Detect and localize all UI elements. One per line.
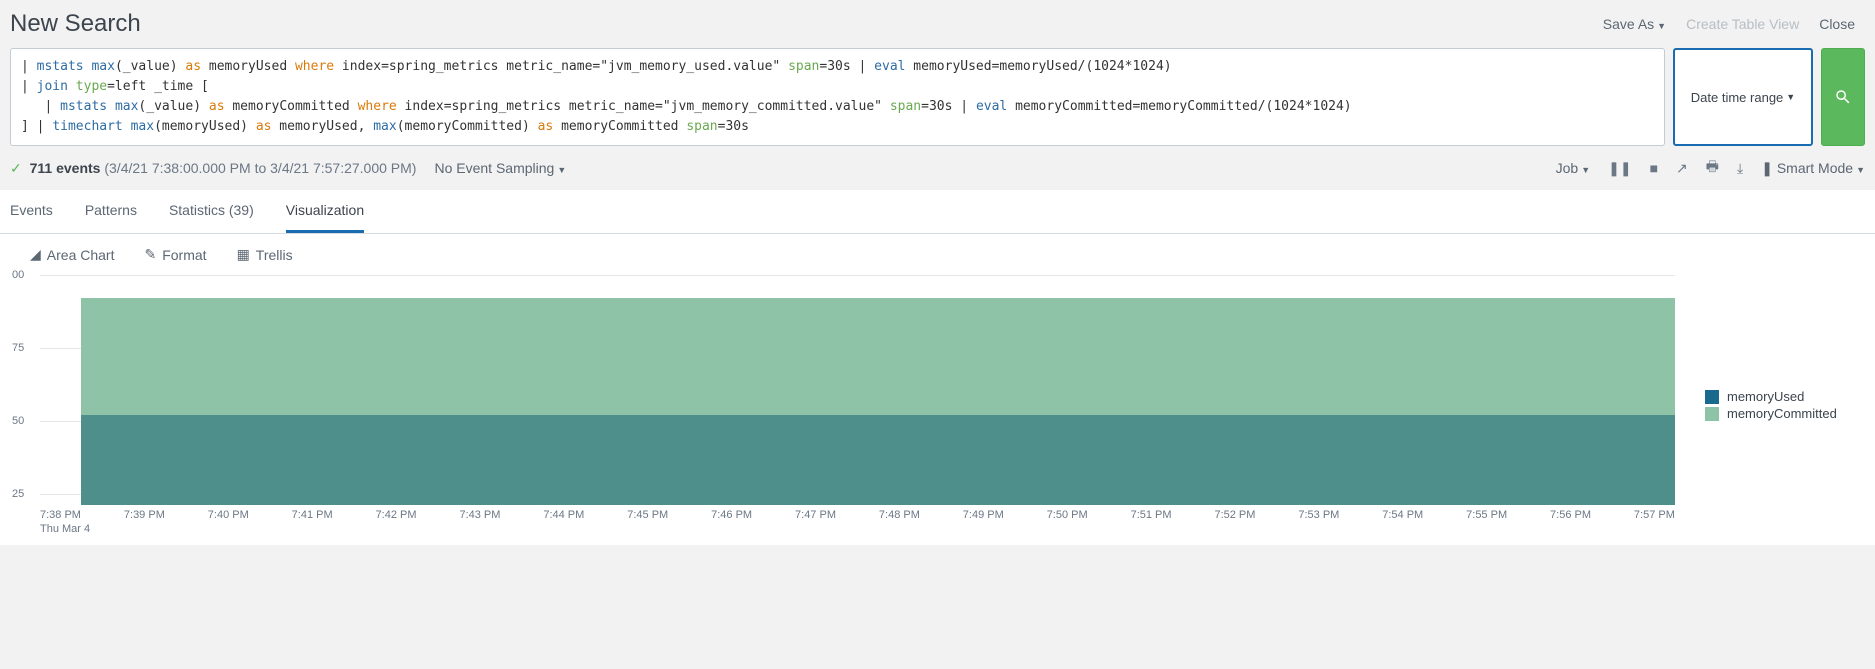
- tab-visualization[interactable]: Visualization: [286, 190, 364, 233]
- chart-main: 00755025 7:38 PM 7:39 PM 7:40 PM 7:41 PM 7:4…: [10, 275, 1685, 535]
- legend-swatch: [1705, 390, 1719, 404]
- stop-icon[interactable]: ■: [1650, 160, 1658, 176]
- status-bar: ✓ 711 events (3/4/21 7:38:00.000 PM to 3…: [0, 146, 1875, 190]
- format-icon: ✎: [144, 246, 156, 263]
- create-table-view-button: Create Table View: [1686, 16, 1799, 32]
- events-summary: ✓ 711 events (3/4/21 7:38:00.000 PM to 3…: [10, 160, 416, 177]
- header-actions: Save As▼ Create Table View Close: [1603, 16, 1855, 32]
- legend-label: memoryCommitted: [1727, 406, 1837, 421]
- page-title: New Search: [10, 10, 141, 38]
- trellis-button[interactable]: ▦Trellis: [237, 246, 293, 263]
- tab-events[interactable]: Events: [10, 190, 53, 233]
- format-button[interactable]: ✎Format: [144, 246, 206, 263]
- print-icon[interactable]: 🖶: [1706, 156, 1719, 180]
- download-icon[interactable]: ⤓: [1737, 160, 1743, 177]
- job-menu[interactable]: Job▼: [1556, 160, 1591, 176]
- save-as-menu[interactable]: Save As▼: [1603, 16, 1666, 32]
- y-tick-label: 00: [12, 269, 24, 281]
- search-mode-menu[interactable]: ❚ Smart Mode▼: [1761, 160, 1865, 177]
- close-button[interactable]: Close: [1819, 16, 1855, 32]
- chart-x-date: Thu Mar 4: [40, 523, 1685, 535]
- bulb-icon: ❚: [1761, 160, 1773, 176]
- chart-type-picker[interactable]: ◢Area Chart: [30, 246, 114, 263]
- viz-toolbar: ◢Area Chart ✎Format ▦Trellis: [0, 234, 1875, 275]
- y-tick-label: 50: [12, 415, 24, 427]
- chart-legend: memoryUsed memoryCommitted: [1685, 275, 1865, 535]
- x-tick-label: 7:52 PM: [1214, 509, 1255, 521]
- pause-icon[interactable]: ❚❚: [1608, 160, 1631, 177]
- x-tick-label: 7:48 PM: [879, 509, 920, 521]
- legend-swatch: [1705, 407, 1719, 421]
- legend-item[interactable]: memoryCommitted: [1705, 406, 1865, 421]
- chart-container: 00755025 7:38 PM 7:39 PM 7:40 PM 7:41 PM 7:4…: [0, 275, 1875, 545]
- x-tick-label: 7:43 PM: [459, 509, 500, 521]
- x-tick-label: 7:41 PM: [292, 509, 333, 521]
- x-tick-label: 7:56 PM: [1550, 509, 1591, 521]
- x-tick-label: 7:49 PM: [963, 509, 1004, 521]
- search-bar-row: | mstats max(_value) as memoryUsed where…: [0, 48, 1875, 146]
- share-icon[interactable]: ↗: [1676, 160, 1688, 177]
- chart-x-axis: 7:38 PM 7:39 PM 7:40 PM 7:41 PM 7:42 PM 7:43 …: [40, 509, 1675, 521]
- trellis-icon: ▦: [237, 246, 250, 263]
- time-range-picker[interactable]: Date time range▼: [1673, 48, 1813, 146]
- x-tick-label: 7:57 PM: [1634, 509, 1675, 521]
- x-tick-label: 7:46 PM: [711, 509, 752, 521]
- chart-plot[interactable]: 00755025: [40, 275, 1675, 505]
- x-tick-label: 7:54 PM: [1382, 509, 1423, 521]
- search-icon: [1834, 88, 1852, 106]
- x-tick-label: 7:53 PM: [1298, 509, 1339, 521]
- area-chart-icon: ◢: [30, 246, 41, 263]
- x-tick-label: 7:55 PM: [1466, 509, 1507, 521]
- search-input[interactable]: | mstats max(_value) as memoryUsed where…: [10, 48, 1665, 146]
- tab-statistics[interactable]: Statistics (39): [169, 190, 254, 233]
- legend-item[interactable]: memoryUsed: [1705, 389, 1865, 404]
- result-tabs: Events Patterns Statistics (39) Visualiz…: [0, 190, 1875, 234]
- x-tick-label: 7:50 PM: [1047, 509, 1088, 521]
- x-tick-label: 7:39 PM: [124, 509, 165, 521]
- x-tick-label: 7:38 PM: [40, 509, 81, 521]
- x-tick-label: 7:45 PM: [627, 509, 668, 521]
- tab-patterns[interactable]: Patterns: [85, 190, 137, 233]
- check-icon: ✓: [10, 160, 22, 176]
- x-tick-label: 7:44 PM: [543, 509, 584, 521]
- series-memoryUsed: [81, 415, 1675, 505]
- legend-label: memoryUsed: [1727, 389, 1804, 404]
- search-button[interactable]: [1821, 48, 1865, 146]
- x-tick-label: 7:47 PM: [795, 509, 836, 521]
- page-header: New Search Save As▼ Create Table View Cl…: [0, 0, 1875, 48]
- x-tick-label: 7:40 PM: [208, 509, 249, 521]
- x-tick-label: 7:51 PM: [1131, 509, 1172, 521]
- x-tick-label: 7:42 PM: [376, 509, 417, 521]
- event-sampling-menu[interactable]: No Event Sampling▼: [434, 160, 566, 176]
- y-tick-label: 25: [12, 488, 24, 500]
- y-tick-label: 75: [12, 342, 24, 354]
